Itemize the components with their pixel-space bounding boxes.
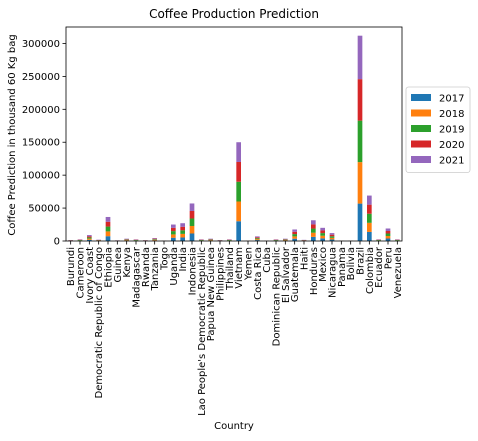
bar-segment — [292, 236, 297, 238]
bar-segment — [190, 218, 195, 226]
bar-segment — [358, 36, 363, 79]
y-tick-label: 0 — [54, 237, 60, 248]
bar-segment — [367, 223, 372, 232]
bar-segment — [311, 220, 316, 224]
chart-title: Coffee Production Prediction — [149, 7, 319, 21]
bar-segment — [236, 221, 241, 241]
axes-group: 050000100000150000200000250000300000Buru… — [22, 27, 404, 416]
y-tick-label: 300000 — [22, 39, 60, 50]
bar-segment — [358, 121, 363, 162]
bar-segment — [87, 235, 92, 236]
legend-swatch — [411, 141, 431, 148]
bar-segment — [320, 230, 325, 233]
bar-segment — [367, 196, 372, 205]
bar-segment — [152, 239, 157, 240]
bar-segment — [87, 236, 92, 237]
bar-segment — [358, 79, 363, 120]
y-tick-label: 250000 — [22, 72, 60, 83]
bar-segment — [386, 228, 391, 231]
bar-segment — [152, 240, 157, 241]
bar-segment — [386, 231, 391, 234]
bar-segment — [255, 237, 260, 238]
bar-segment — [292, 234, 297, 236]
bar-segment — [171, 228, 176, 231]
bar-segment — [386, 233, 391, 236]
legend-swatch — [411, 94, 431, 101]
bars-group — [68, 36, 399, 241]
bar-segment — [106, 222, 111, 227]
bar-segment — [190, 233, 195, 241]
bar-segment — [311, 233, 316, 237]
legend-swatch — [411, 110, 431, 117]
bar-segment — [171, 234, 176, 237]
bar-segment — [311, 237, 316, 241]
bar-segment — [171, 238, 176, 241]
bar-segment — [320, 233, 325, 236]
bar-segment — [106, 217, 111, 222]
y-tick-label: 100000 — [22, 171, 60, 182]
bar-segment — [152, 239, 157, 240]
legend-label: 2021 — [439, 156, 464, 167]
bar-segment — [367, 232, 372, 241]
y-axis-label: Coffee Prediction in thousand 60 Kg bag — [7, 34, 18, 235]
legend-label: 2017 — [439, 94, 464, 105]
bar-segment — [180, 234, 185, 238]
bar-segment — [87, 237, 92, 238]
bar-segment — [358, 204, 363, 241]
bar-segment — [330, 235, 335, 237]
y-tick-label: 150000 — [22, 138, 60, 149]
bar-segment — [255, 236, 260, 237]
bar-segment — [106, 227, 111, 232]
bar-segment — [236, 201, 241, 221]
bar-segment — [255, 239, 260, 240]
bar-segment — [320, 236, 325, 239]
bar-segment — [320, 228, 325, 231]
legend-swatch — [411, 156, 431, 163]
bar-segment — [171, 225, 176, 228]
bar-segment — [106, 231, 111, 236]
bar-segment — [311, 224, 316, 228]
bar-segment — [152, 238, 157, 239]
bar-segment — [180, 237, 185, 241]
bar-segment — [190, 211, 195, 219]
bar-segment — [190, 203, 195, 211]
bar-segment — [292, 229, 297, 231]
bar-segment — [330, 233, 335, 235]
plot-frame — [66, 27, 402, 241]
bar-segment — [292, 232, 297, 234]
bar-segment — [330, 236, 335, 238]
legend: 2017 2018 2019 2020 2021 — [406, 87, 470, 173]
bar-segment — [180, 223, 185, 227]
bar-segment — [171, 231, 176, 234]
legend-label: 2020 — [439, 140, 464, 151]
bar-segment — [180, 230, 185, 234]
y-tick-label: 200000 — [22, 105, 60, 116]
x-tick-label: Venezuela — [393, 247, 404, 298]
bar-segment — [87, 239, 92, 240]
bar-segment — [236, 182, 241, 202]
x-axis-label: Country — [214, 421, 254, 432]
bar-segment — [255, 238, 260, 239]
bar-segment — [236, 162, 241, 182]
bar-segment — [106, 236, 111, 241]
bar-segment — [190, 226, 195, 234]
bar-segment — [386, 236, 391, 239]
bar-segment — [180, 227, 185, 231]
legend-label: 2018 — [439, 109, 464, 120]
bar-segment — [367, 214, 372, 223]
legend-label: 2019 — [439, 125, 464, 136]
bar-segment — [367, 205, 372, 214]
bar-segment — [358, 162, 363, 203]
bar-segment — [236, 142, 241, 162]
bar-segment — [330, 238, 335, 240]
bar-segment — [311, 229, 316, 233]
legend-swatch — [411, 125, 431, 132]
y-tick-label: 50000 — [28, 204, 60, 215]
